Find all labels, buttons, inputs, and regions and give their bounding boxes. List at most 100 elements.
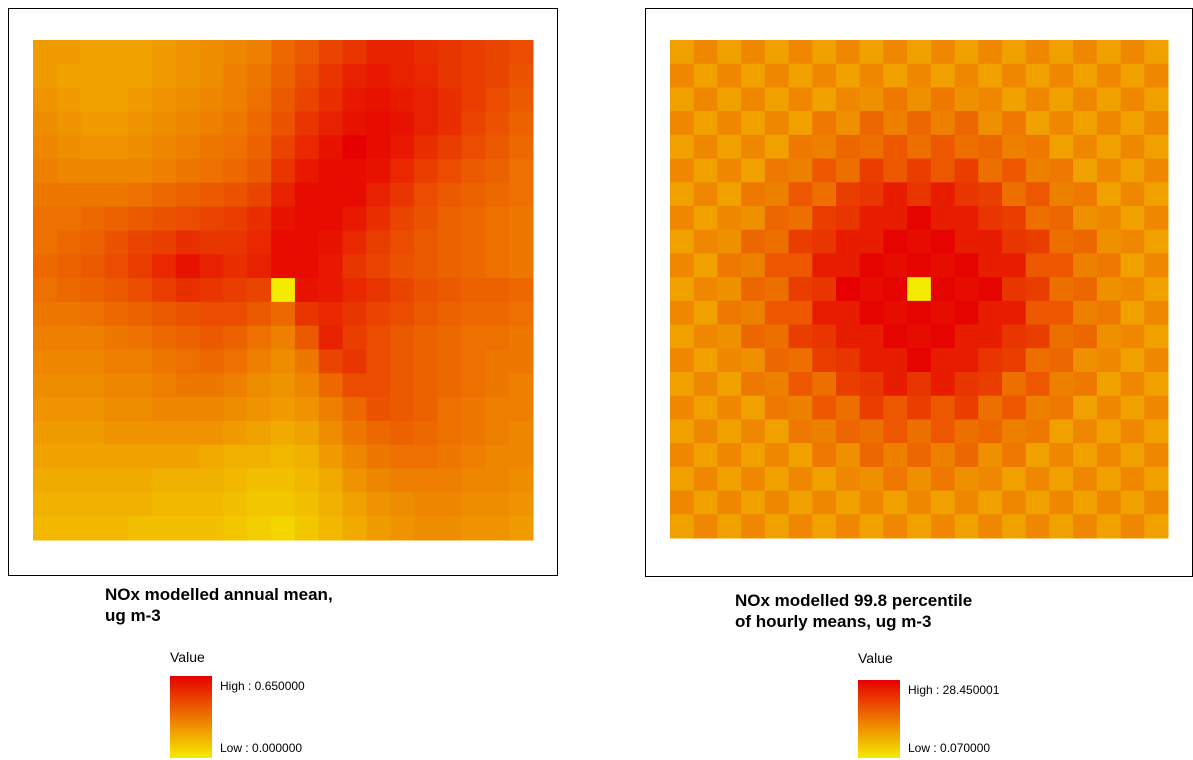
heatmap-cell bbox=[152, 397, 177, 422]
heatmap-cell bbox=[883, 514, 908, 539]
heatmap-cell bbox=[741, 253, 766, 278]
heatmap-cell bbox=[1120, 300, 1145, 326]
heatmap-cell bbox=[670, 277, 695, 302]
heatmap-cell bbox=[342, 301, 367, 327]
heatmap-cell bbox=[152, 349, 177, 374]
heatmap-cell bbox=[247, 206, 272, 231]
heatmap-cell bbox=[318, 159, 344, 184]
heatmap-cell bbox=[342, 182, 367, 208]
heatmap-cell bbox=[1025, 514, 1050, 539]
heatmap-cell bbox=[294, 325, 320, 351]
heatmap-cell bbox=[1049, 300, 1074, 326]
heatmap-cell bbox=[413, 325, 439, 351]
heatmap-cell bbox=[509, 111, 534, 136]
heatmap-cell bbox=[390, 278, 415, 303]
legend-high-label: High : 0.650000 bbox=[220, 679, 305, 693]
heatmap-cell bbox=[1049, 419, 1074, 444]
heatmap-cell bbox=[954, 372, 979, 397]
heatmap-cell bbox=[1025, 40, 1050, 65]
heatmap-cell bbox=[1002, 158, 1027, 183]
heatmap-cell bbox=[56, 444, 82, 470]
heatmap-cell bbox=[128, 516, 153, 541]
heatmap-cell bbox=[1025, 63, 1050, 88]
heatmap-cell bbox=[342, 325, 367, 351]
heatmap-cell bbox=[1144, 300, 1169, 326]
heatmap-cell bbox=[1049, 514, 1074, 539]
heatmap-cell bbox=[80, 397, 105, 422]
heatmap-cell bbox=[859, 111, 884, 136]
heatmap-cell bbox=[509, 159, 534, 184]
heatmap-cell bbox=[1120, 324, 1145, 349]
heatmap-cell bbox=[33, 420, 58, 446]
heatmap-cell bbox=[741, 419, 766, 444]
heatmap-cell bbox=[930, 229, 956, 254]
heatmap-cell bbox=[1096, 443, 1122, 468]
heatmap-cell bbox=[1073, 206, 1098, 231]
heatmap-cell bbox=[930, 87, 956, 112]
heatmap-cell bbox=[461, 397, 486, 422]
heatmap-cell bbox=[271, 111, 296, 136]
heatmap-cell bbox=[199, 87, 224, 112]
heatmap-cell bbox=[1144, 372, 1169, 397]
heatmap-cell bbox=[294, 254, 320, 279]
heatmap-cell bbox=[1120, 206, 1145, 231]
heatmap-cell bbox=[318, 206, 344, 231]
heatmap-cell bbox=[342, 278, 367, 303]
heatmap-cell bbox=[1144, 490, 1169, 515]
heatmap-cell bbox=[978, 466, 1003, 492]
heatmap-cell bbox=[128, 182, 153, 208]
heatmap-cell bbox=[1096, 111, 1122, 136]
heatmap-cell bbox=[741, 348, 766, 373]
heatmap-cell bbox=[56, 135, 82, 160]
heatmap-cell bbox=[104, 182, 129, 208]
heatmap-cell bbox=[485, 492, 510, 517]
heatmap-cell bbox=[1049, 466, 1074, 492]
heatmap-cell bbox=[764, 324, 790, 349]
heatmap-cell bbox=[836, 158, 861, 183]
heatmap-cell bbox=[247, 444, 272, 470]
heatmap-cell bbox=[812, 229, 837, 254]
heatmap-cell bbox=[764, 158, 790, 183]
heatmap-cell bbox=[1002, 87, 1027, 112]
heatmap-cell bbox=[509, 373, 534, 398]
heatmap-cell bbox=[1120, 466, 1145, 492]
heatmap-cell bbox=[717, 158, 742, 183]
heatmap-cell bbox=[366, 111, 391, 136]
heatmap-cell bbox=[294, 206, 320, 231]
heatmap-cell bbox=[175, 468, 201, 493]
heatmap-cell bbox=[485, 159, 510, 184]
heatmap-cell bbox=[717, 490, 742, 515]
heatmap-cell bbox=[199, 135, 224, 160]
heatmap-cell bbox=[271, 397, 296, 422]
heatmap-cell bbox=[1096, 158, 1122, 183]
heatmap-cell bbox=[907, 277, 932, 302]
heatmap-cell bbox=[152, 206, 177, 231]
heatmap-cell bbox=[1025, 229, 1050, 254]
heatmap-cell bbox=[294, 373, 320, 398]
heatmap-cell bbox=[954, 395, 979, 420]
heatmap-cell bbox=[836, 348, 861, 373]
heatmap-cell bbox=[670, 514, 695, 539]
heatmap-cell bbox=[741, 300, 766, 326]
heatmap-cell bbox=[907, 514, 932, 539]
heatmap-cell bbox=[128, 254, 153, 279]
heatmap-cell bbox=[741, 395, 766, 420]
heatmap-cell bbox=[764, 134, 790, 160]
heatmap-cell bbox=[485, 349, 510, 374]
heatmap-cell bbox=[461, 135, 486, 160]
heatmap-cell bbox=[859, 206, 884, 231]
heatmap-cell bbox=[1144, 206, 1169, 231]
heatmap-cell bbox=[670, 466, 695, 492]
heatmap-cell bbox=[294, 230, 320, 255]
heatmap-cell bbox=[509, 206, 534, 231]
heatmap-cell bbox=[461, 468, 486, 493]
heatmap-cell bbox=[693, 87, 718, 112]
heatmap-cell bbox=[461, 182, 486, 208]
heatmap-cell bbox=[812, 443, 837, 468]
heatmap-cell bbox=[318, 492, 344, 517]
heatmap-cell bbox=[390, 111, 415, 136]
heatmap-cell bbox=[883, 111, 908, 136]
heatmap-cell bbox=[764, 63, 790, 88]
heatmap-cell bbox=[152, 468, 177, 493]
heatmap-cell bbox=[836, 419, 861, 444]
